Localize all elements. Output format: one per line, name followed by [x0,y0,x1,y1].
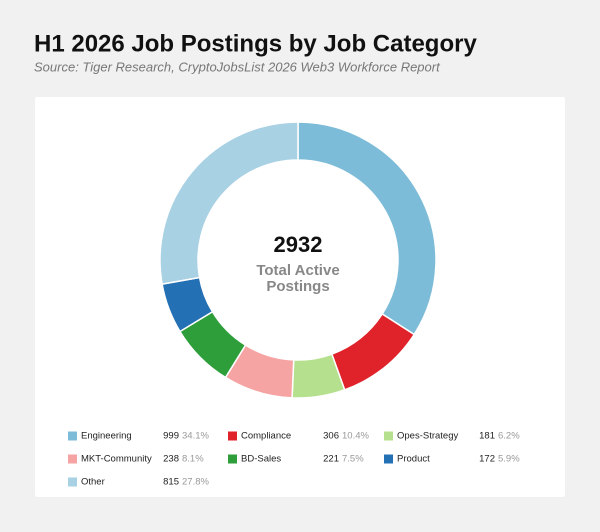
legend-label: Compliance [241,431,291,442]
card [35,97,565,497]
legend-value: 815 [163,477,179,488]
legend-value: 221 [323,454,339,465]
legend-value: 238 [163,454,179,465]
legend-label: Other [81,477,105,488]
legend-label: Engineering [81,431,132,442]
center-label: Total Active [256,262,339,279]
legend-share: 5.9% [498,454,520,465]
chart-subtitle: Source: Tiger Research, CryptoJobsList 2… [34,59,441,74]
donut-slice [159,121,299,285]
legend-label: BD-Sales [241,454,281,465]
legend-share: 8.1% [182,454,204,465]
legend-value: 999 [163,431,179,442]
legend-share: 27.8% [182,477,209,488]
legend-swatch [384,454,393,464]
donut-slice [297,121,437,336]
center-label: Postings [266,278,329,295]
legend-swatch [68,431,77,441]
chart-title: H1 2026 Job Postings by Job Category [34,30,477,57]
legend-label: MKT-Community [81,454,152,465]
legend-label: Product [397,454,430,465]
legend-share: 34.1% [182,431,209,442]
legend-swatch [68,477,77,487]
legend-swatch [68,454,77,464]
legend-swatch [228,431,237,441]
legend-share: 7.5% [342,454,364,465]
legend-value: 172 [479,454,495,465]
legend-value: 181 [479,431,495,442]
total: 2932 [274,232,323,257]
legend-label: Opes-Strategy [397,431,458,442]
legend-swatch [228,454,237,464]
legend-share: 6.2% [498,431,520,442]
legend-value: 306 [323,431,339,442]
legend-swatch [384,431,393,441]
legend-share: 10.4% [342,431,369,442]
